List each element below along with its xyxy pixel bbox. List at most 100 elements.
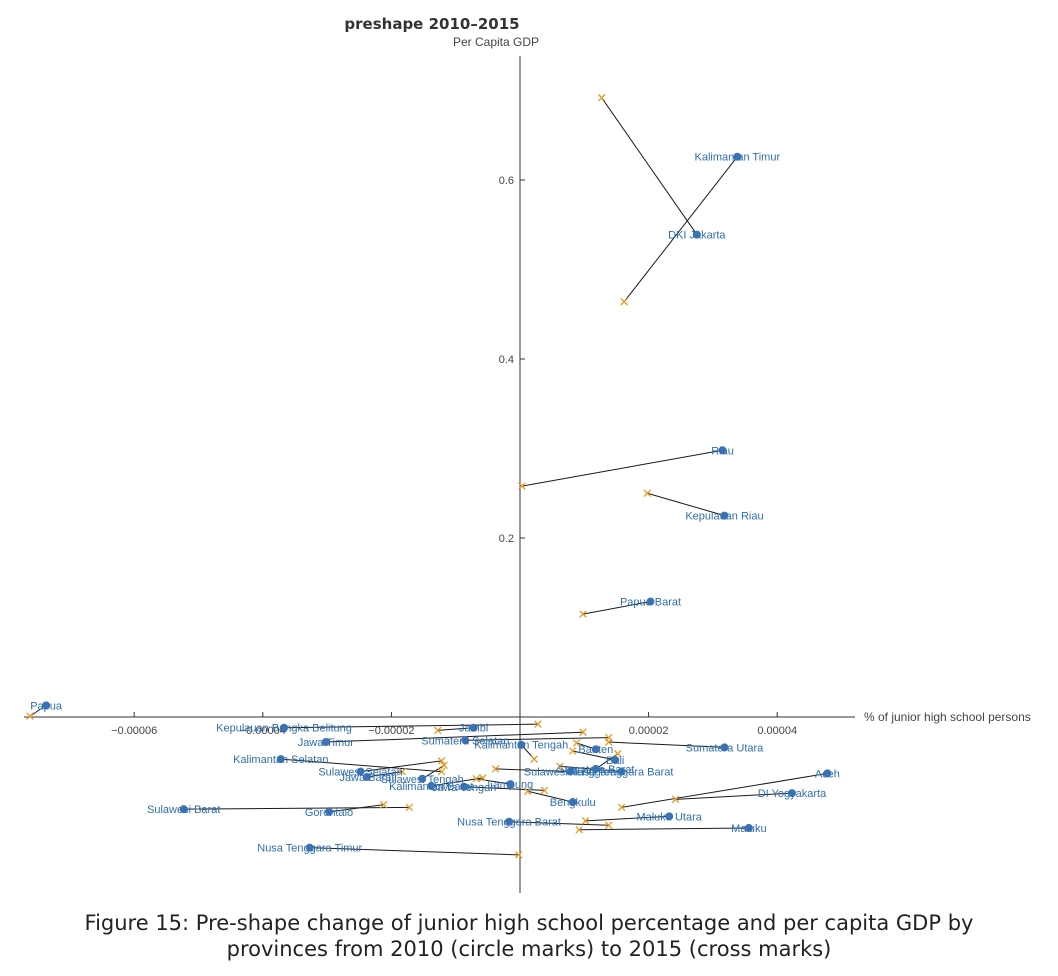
cross-kepulauan-riau-3	[643, 489, 652, 498]
circle-nusa-tenggara-timur-32	[305, 843, 314, 852]
segment-dki-jakarta-1	[601, 97, 698, 235]
circle-maluku-31	[744, 823, 753, 832]
label-bengkulu-26: Bengkulu	[550, 797, 596, 809]
label-maluku-utara-29: Maluku Utara	[636, 811, 702, 823]
segment-maluku-31	[579, 827, 749, 831]
y-tick-label-1: 0.4	[499, 354, 514, 366]
circle-nusa-tenggara-barat-30	[505, 817, 514, 826]
x-tick-label-0: −0.00006	[111, 725, 157, 737]
cross-sulawesi-tenggara-16	[491, 765, 500, 773]
cross-gorontalo-28	[379, 800, 388, 809]
y-axis-label: Per Capita GDP	[453, 35, 539, 49]
segment-kepulauan-bangka-belitung-6	[284, 723, 539, 729]
circle-jawa-barat-19	[362, 772, 371, 781]
x-axis-label: % of junior high school persons	[864, 710, 1031, 724]
label-banten-11: Banten	[578, 744, 613, 756]
label-sumatera-selatan-9: Sumatera Selatan	[421, 735, 509, 747]
segment-nusa-tenggara-barat-17	[559, 765, 622, 773]
cross-nusa-tenggara-timur-32	[514, 851, 523, 859]
y-tick-label-2: 0.6	[499, 175, 514, 187]
circle-jambi-7	[469, 723, 478, 732]
cross-sumatera-utara-12	[604, 738, 613, 746]
segment-sumatera-utara-12	[608, 741, 725, 748]
circle-kalimantan-tengah-10	[517, 740, 526, 749]
x-tick-label-4: 0.00004	[757, 725, 797, 737]
cross-jambi-7	[433, 726, 442, 735]
segment-bali-13	[572, 750, 616, 761]
circle-jawa-timur-8	[321, 738, 330, 747]
circle-sumatera-selatan-9	[461, 736, 470, 745]
segment-jawa-timur-8	[325, 731, 584, 743]
circle-kepulauan-riau-3	[720, 511, 729, 520]
axes: −0.00006 −0.00004 −0.00002 0.00002 0.00004 0.…	[24, 56, 855, 893]
circle-lampung-23	[506, 780, 515, 789]
cross-jawa-timur-8	[579, 728, 587, 736]
circle-sulawesi-selatan-18	[356, 767, 365, 776]
label-kalimantan-barat-21: Kalimantan Barat	[389, 781, 473, 793]
label-nusa-tenggara-timur-32: Nusa Tenggara Timur	[257, 843, 362, 855]
segment-sulawesi-tenggara-16	[495, 768, 571, 773]
circle-kalimantan-barat-21	[427, 781, 436, 790]
label-sumatera-barat-15: Sumatera Barat	[557, 764, 634, 776]
circle-bengkulu-26	[568, 798, 577, 807]
label-riau-2: Riau	[711, 445, 734, 457]
cross-kalimantan-tengah-10	[530, 755, 538, 763]
cross-sulawesi-barat-27	[405, 803, 414, 812]
label-sumatera-utara-12: Sumatera Utara	[686, 742, 765, 754]
label-sulawesi-barat-27: Sulawesi Barat	[147, 804, 220, 816]
cross-kalimantan-selatan-14	[437, 767, 446, 776]
cross-maluku-31	[575, 826, 583, 834]
cross-kepulauan-bangka-belitung-6	[534, 720, 542, 728]
figure-caption: Figure 15: Pre-shape change of junior hi…	[84, 911, 974, 961]
scatter-chart: preshape 2010–2015 Per Capita GDP % of j…	[24, 15, 1031, 893]
circle-aceh-24	[823, 769, 832, 778]
circle-marks-2010	[42, 152, 832, 852]
cross-di-yogyakarta-25	[671, 795, 680, 804]
segment-kalimantan-timur-0	[623, 156, 738, 303]
cross-kalimantan-barat-21	[478, 774, 487, 782]
cross-papua-5	[26, 712, 34, 720]
segment-jawa-barat-19	[366, 771, 403, 778]
circle-jawa-tengah-22	[460, 782, 469, 791]
label-sulawesi-tengah-20: Sulawesi Tengah	[381, 774, 464, 786]
label-kalimantan-selatan-14: Kalimantan Selatan	[233, 754, 328, 766]
circle-sumatera-utara-12	[720, 743, 729, 752]
label-kalimantan-timur-0: Kalimantan Timur	[695, 152, 781, 164]
label-jawa-timur-8: Jawa Timur	[298, 737, 355, 749]
x-tick-label-3: 0.00002	[629, 725, 669, 737]
segment-papua-barat-4	[582, 601, 651, 615]
segment-kalimantan-selatan-14	[280, 758, 442, 773]
cross-dki-jakarta-1	[597, 93, 606, 102]
segment-sulawesi-selatan-18	[360, 760, 442, 773]
circle-nusa-tenggara-barat-17	[617, 767, 626, 776]
circle-maluku-utara-29	[665, 812, 674, 821]
label-gorontalo-28: Gorontalo	[305, 807, 353, 819]
cross-sulawesi-tengah-20	[440, 761, 448, 770]
segment-sulawesi-tengah-20	[422, 764, 445, 780]
cross-papua-barat-4	[579, 610, 587, 618]
cross-sulawesi-selatan-18	[437, 757, 446, 765]
circle-sumatera-barat-15	[591, 764, 600, 773]
cross-bengkulu-26	[523, 787, 532, 796]
circle-riau-2	[718, 446, 727, 455]
change-segments	[29, 97, 828, 856]
label-kepulauan-riau-3: Kepulauan Riau	[685, 511, 763, 523]
label-nusa-tenggara-barat-30: Nusa Tenggara Barat	[457, 817, 561, 829]
segment-sulawesi-barat-27	[183, 806, 410, 810]
segment-lampung-23	[476, 778, 511, 785]
segment-kepulauan-riau-3	[647, 492, 725, 517]
segment-nusa-tenggara-barat-30	[509, 821, 609, 826]
segment-jawa-tengah-22	[464, 786, 545, 791]
segment-aceh-24	[621, 772, 828, 808]
cross-marks-2015	[26, 93, 680, 859]
label-jawa-tengah-22: Jawa Tengah	[432, 782, 497, 794]
circle-sulawesi-barat-27	[179, 805, 188, 814]
label-jawa-barat-19: Jawa Barat	[339, 772, 394, 784]
circle-dki-jakarta-1	[692, 230, 701, 239]
circle-gorontalo-28	[325, 807, 334, 816]
cross-riau-2	[518, 482, 526, 490]
circle-papua-barat-4	[646, 597, 655, 606]
x-tick-label-1: −0.00004	[240, 725, 286, 737]
circle-bali-13	[611, 755, 620, 764]
circle-sulawesi-tengah-20	[418, 774, 427, 783]
